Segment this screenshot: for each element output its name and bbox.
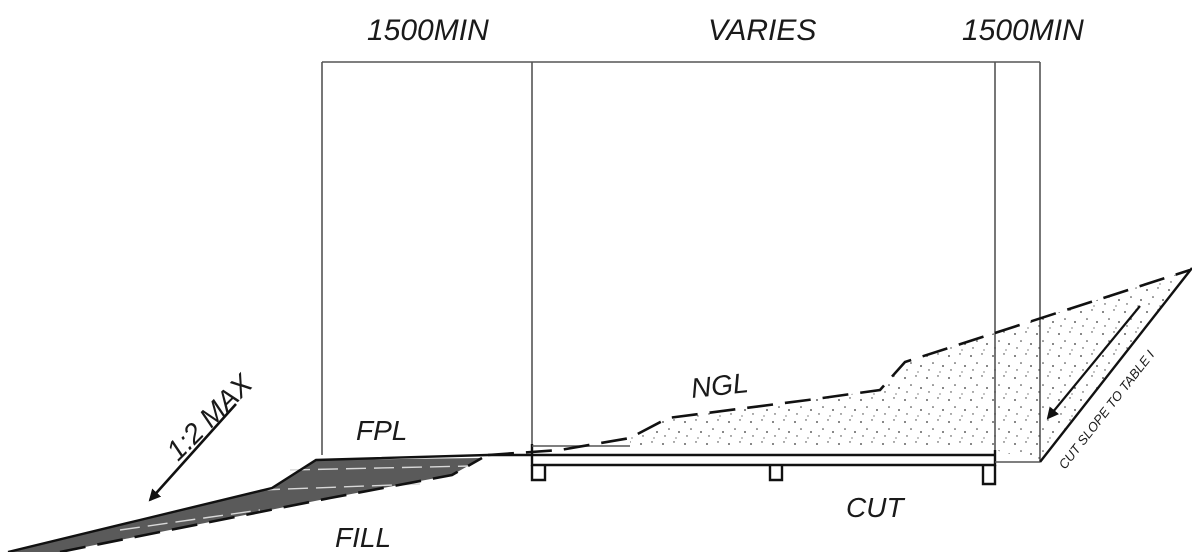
pavement-box [530, 444, 997, 467]
dimension-left-label: 1500MIN [367, 14, 489, 47]
natural-ground-line [487, 268, 1191, 457]
ngl-label: NGL [689, 367, 750, 404]
kerb-right [981, 465, 997, 486]
fill-zone-hatch [12, 458, 482, 552]
fill-zone-inner-lines [119, 465, 471, 531]
ffl-label: FPL [356, 415, 407, 446]
fill-toe-dashed-line [59, 456, 483, 552]
fill-slope-arrow [148, 403, 237, 502]
dimension-middle-label: VARIES [708, 14, 816, 47]
kerb-left [530, 465, 547, 482]
kerb-middle [768, 465, 784, 482]
fill-batter-line [7, 453, 489, 552]
fill-slope-label: 1:2 MAX [160, 367, 259, 466]
cut-zone-hatch [630, 270, 1190, 462]
cut-batter-line [1039, 267, 1192, 463]
dimension-right-label: 1500MIN [962, 14, 1084, 47]
cut-slope-arrow [1046, 305, 1141, 420]
cut-label: CUT [846, 492, 905, 523]
fill-label: FILL [335, 522, 391, 552]
